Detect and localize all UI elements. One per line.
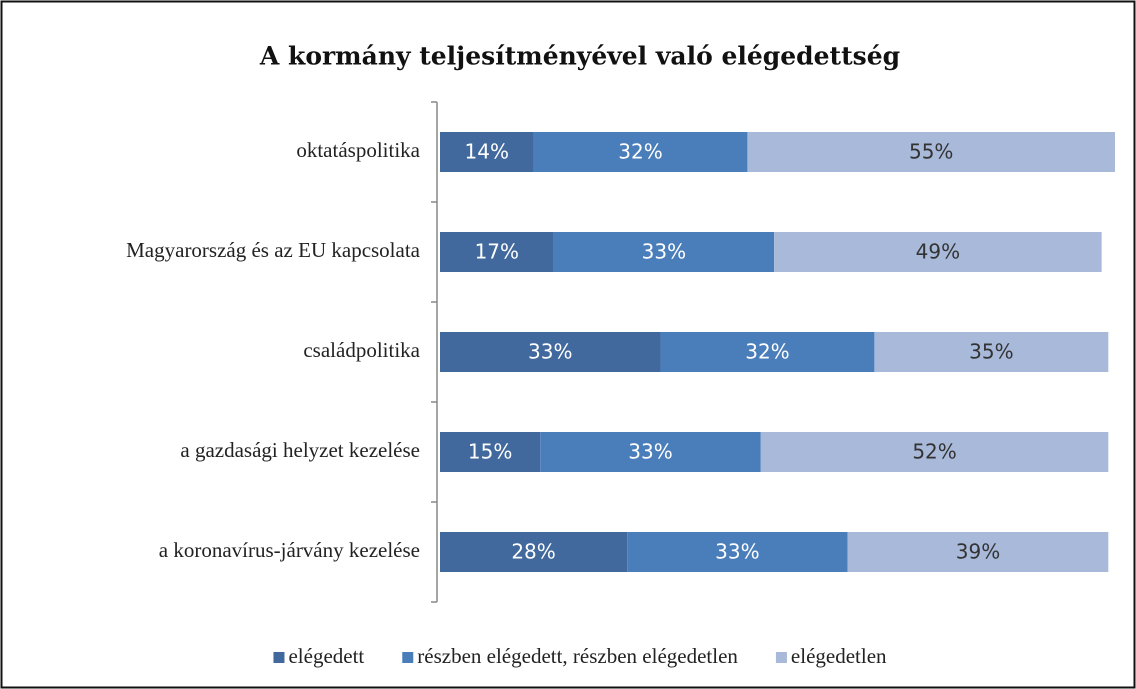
bar-segment [553, 232, 775, 272]
bar-segment [533, 132, 748, 172]
legend-swatch [775, 652, 787, 663]
bar-segment [627, 532, 848, 572]
data-label: 49% [916, 240, 960, 264]
bar-segment [660, 332, 875, 372]
legend-label: elégedett [288, 644, 364, 668]
legend-label: elégedetlen [791, 644, 887, 668]
data-label: 55% [909, 140, 953, 164]
bar-segment [440, 232, 554, 272]
bar-segment [540, 432, 761, 472]
data-label: 35% [969, 340, 1013, 364]
bar-segment [440, 432, 541, 472]
data-label: 32% [745, 340, 789, 364]
legend-swatch [402, 652, 414, 663]
y-tick-label: oktatáspolitika [296, 138, 420, 162]
data-label: 28% [511, 540, 555, 564]
y-tick-label: családpolitika [303, 338, 420, 362]
data-label: 14% [465, 140, 509, 164]
bar-segment [440, 532, 628, 572]
data-label: 33% [715, 540, 759, 564]
data-label: 17% [475, 240, 519, 264]
bar-segment [847, 532, 1109, 572]
bar-segment [760, 432, 1109, 472]
data-label: 52% [912, 440, 956, 464]
bar-segment [747, 132, 1115, 172]
legend-swatch [273, 652, 285, 663]
data-label: 39% [956, 540, 1000, 564]
y-tick-label: a gazdasági helyzet kezelése [180, 438, 420, 462]
legend-label: részben elégedett, részben elégedetlen [417, 644, 738, 668]
bar-segment [440, 332, 661, 372]
bar-segment [774, 232, 1102, 272]
bar-segment [440, 132, 534, 172]
y-tick-label: Magyarország és az EU kapcsolata [126, 238, 421, 262]
y-tick-label: a koronavírus-járvány kezelése [159, 538, 420, 562]
data-label: 33% [628, 440, 672, 464]
data-label: 33% [642, 240, 686, 264]
data-label: 15% [468, 440, 512, 464]
chart-title: A kormány teljesítményével való elégedet… [259, 42, 900, 71]
bar-segment [874, 332, 1109, 372]
data-label: 33% [528, 340, 572, 364]
data-label: 32% [618, 140, 662, 164]
